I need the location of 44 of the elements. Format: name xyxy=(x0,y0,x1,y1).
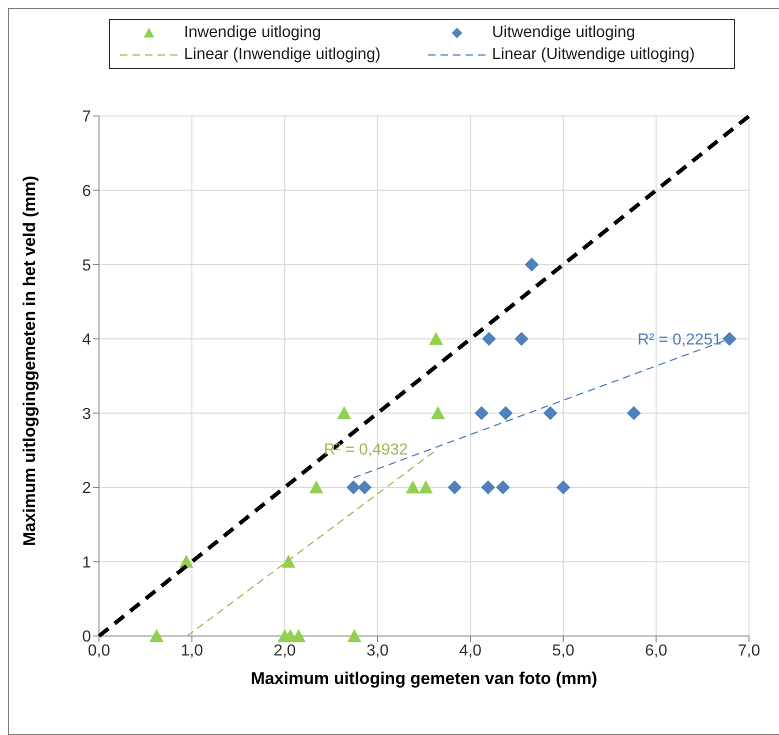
point xyxy=(543,406,558,420)
x-tick-label: 3,0 xyxy=(366,642,389,660)
point xyxy=(482,332,496,346)
x-tick-label: 7,0 xyxy=(738,642,760,660)
x-tick-label: 2,0 xyxy=(274,642,296,660)
point xyxy=(474,406,489,420)
y-axis-title: Maximum uitlogginggemeten in het veld (mm) xyxy=(20,176,40,546)
point xyxy=(556,480,570,494)
x-axis-title: Maximum uitloging gemeten van foto (mm) xyxy=(250,669,598,688)
annotation: R² = 0,2251 xyxy=(637,332,722,349)
point xyxy=(281,554,296,568)
legend-label: Linear (Uitwendige uitloging) xyxy=(492,46,695,64)
point xyxy=(406,480,420,494)
x-tick-label: 6,0 xyxy=(645,642,668,660)
y-tick-label: 2 xyxy=(82,480,92,498)
legend-label: Linear (Inwendige uitloging) xyxy=(184,46,381,64)
point xyxy=(448,480,462,494)
point xyxy=(430,406,445,420)
y-tick-label: 6 xyxy=(82,182,92,200)
legend-label: Uitwendige uitloging xyxy=(492,24,636,42)
y-tick-label: 3 xyxy=(82,406,92,423)
point xyxy=(498,406,513,420)
x-tick-label: 4,0 xyxy=(459,642,482,660)
point xyxy=(429,332,444,345)
point xyxy=(481,480,496,494)
point xyxy=(347,629,362,642)
point xyxy=(496,480,510,494)
point xyxy=(524,258,539,272)
point xyxy=(418,480,433,494)
y-tick-label: 5 xyxy=(82,257,92,274)
y-tick-label: 1 xyxy=(82,554,92,572)
point xyxy=(358,480,372,494)
point xyxy=(346,480,360,494)
y-tick-label: 7 xyxy=(82,108,92,126)
point xyxy=(722,332,736,346)
point xyxy=(337,406,352,420)
point xyxy=(514,332,528,346)
y-tick-label: 4 xyxy=(82,332,92,349)
point xyxy=(150,629,164,642)
point xyxy=(626,406,641,420)
point xyxy=(309,480,324,494)
x-tick-label: 1,0 xyxy=(180,642,204,660)
legend-label: Inwendige uitloging xyxy=(184,24,321,42)
x-tick-label: 5,0 xyxy=(552,642,575,660)
